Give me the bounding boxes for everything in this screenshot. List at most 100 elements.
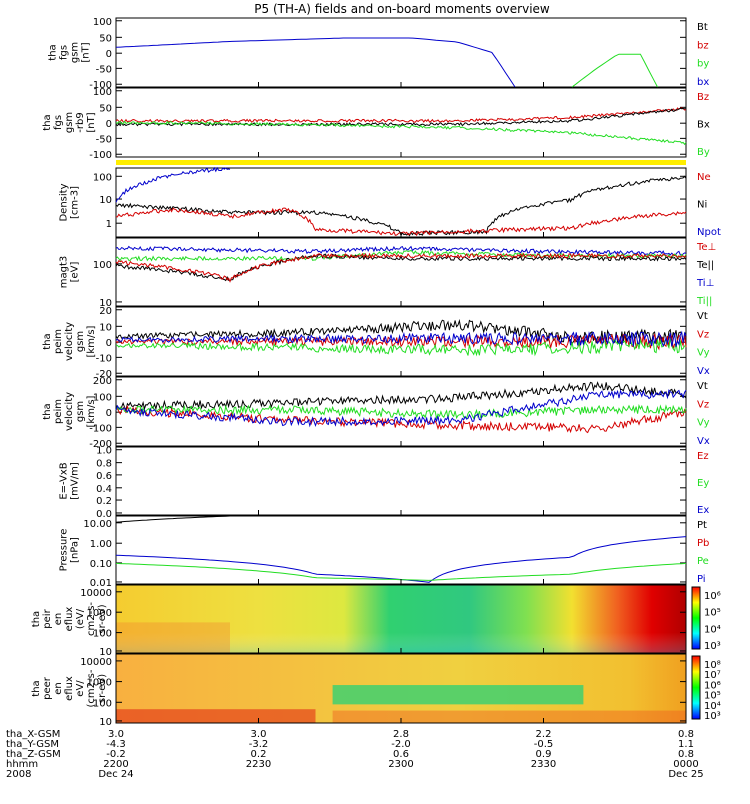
- y-axis-label: [km/s]: [86, 325, 97, 357]
- y-tick-label: 0: [106, 49, 112, 60]
- y-axis-label: eflux: [64, 607, 75, 632]
- y-tick-label: 0: [106, 408, 112, 419]
- panel-frame: [115, 446, 687, 516]
- y-tick-label: 100: [93, 172, 112, 183]
- y-tick-label: -10: [96, 353, 112, 364]
- colorbar-label: 10³: [704, 711, 721, 722]
- legend-entry: Vy: [697, 418, 710, 429]
- legend-entry: bz: [697, 40, 709, 51]
- y-tick-label: 0.8: [96, 459, 112, 470]
- y-tick-label: 100: [93, 17, 112, 28]
- y-tick-label: 10000: [80, 657, 112, 668]
- y-tick-label: 20: [99, 306, 112, 317]
- y-tick-label: 10: [99, 717, 112, 728]
- series-line-Vt: [115, 318, 687, 345]
- y-axis-label: (eV/: [75, 608, 86, 629]
- y-tick-label: -100: [89, 80, 112, 91]
- y-axis-label: tha: [48, 44, 59, 60]
- legend-entry: Ti||: [696, 296, 712, 307]
- y-axis-label: Pressure: [59, 529, 70, 572]
- ion-spectrogram-shade: [116, 585, 686, 653]
- yellow-band: [116, 160, 686, 165]
- x-axis-value: -0.5: [534, 739, 554, 750]
- y-axis-label: [nPa]: [70, 537, 81, 563]
- y-tick-label: 0.6: [96, 471, 112, 482]
- series-line-Pi: [115, 536, 687, 583]
- panel-frame: [115, 17, 687, 88]
- legend-entry: Vt: [697, 381, 708, 392]
- y-axis-label: [cm-3]: [70, 186, 81, 219]
- legend-entry: Te||: [696, 260, 714, 271]
- y-axis-label: fgs: [53, 115, 64, 130]
- legend-entry: By: [697, 147, 710, 158]
- y-tick-label: -50: [96, 64, 112, 75]
- legend-entry: Ex: [697, 505, 709, 516]
- legend-entry: Vz: [697, 399, 709, 410]
- y-tick-label: 200: [93, 376, 112, 387]
- colorbar-label: 10⁴: [704, 624, 721, 635]
- y-axis-label: [nT]: [86, 112, 97, 132]
- x-axis-value: -4.3: [106, 739, 126, 750]
- colorbar-label: 10⁵: [704, 608, 721, 619]
- legend-entry: Vz: [697, 329, 709, 340]
- y-axis-label: peer: [42, 676, 53, 700]
- colorbar-label: 10³: [704, 641, 721, 652]
- x-axis-value: Dec 25: [668, 769, 703, 780]
- y-axis-label: cm2-s-: [86, 602, 97, 636]
- legend-entry: Ti⊥: [696, 278, 714, 289]
- ion-low-energy-patch: [116, 622, 230, 653]
- x-axis-value: 2330: [531, 759, 556, 770]
- colorbar: [691, 586, 701, 650]
- series-line-Ti⊥: [115, 245, 687, 256]
- series-line-by: [571, 53, 658, 88]
- y-tick-label: 100: [93, 698, 112, 709]
- series-line-Vx: [115, 389, 687, 428]
- y-axis-label: [mV/m]: [70, 462, 81, 500]
- panel-efield: 1.0 0.80.6 0.40.2 0.0 E=-VxB [mV/m] Ez Ey Ex: [59, 446, 710, 520]
- y-axis-label: velocity: [64, 322, 75, 361]
- series-line-Te⊥: [115, 252, 687, 283]
- series-line-Bx: [115, 107, 687, 127]
- y-axis-label: Density: [59, 183, 70, 221]
- panel-density: 100 10 1 Density [cm-3] Ne Ni Npot: [59, 167, 721, 238]
- y-axis-label: gsm: [75, 331, 86, 352]
- x-axis-value: 2200: [103, 759, 128, 770]
- x-axis-value: 0000: [673, 759, 698, 770]
- series-line-Bz: [115, 107, 687, 123]
- y-tick-label: 0.4: [96, 484, 112, 495]
- colorbar-label: 10⁵: [704, 691, 721, 702]
- y-tick-label: 1: [106, 219, 112, 230]
- x-axis-value: Dec 24: [98, 769, 133, 780]
- x-axis-value: 0.2: [251, 749, 267, 760]
- panel-elec-spec: 10000 1000 100 10 tha peer en eflux eV/(cm2-s-sr…: [31, 653, 721, 728]
- panel-frame: [115, 515, 687, 585]
- y-tick-label: 100: [93, 392, 112, 403]
- y-axis-label: tha: [31, 680, 42, 696]
- y-axis-label: peim: [53, 329, 64, 354]
- y-tick-label: 0: [106, 338, 112, 349]
- y-axis-label: [nT]: [81, 42, 92, 62]
- y-tick-label: 1000: [87, 678, 112, 689]
- y-axis-label: peim: [53, 399, 64, 424]
- panel-velocity-i: 200 100 0 -100 -200 tha peim velocity gsm [km/s] V…: [42, 376, 710, 450]
- legend-entry: by: [697, 59, 709, 70]
- legend-entry: Ey: [697, 478, 709, 489]
- legend-entry: Bz: [697, 92, 709, 103]
- legend-entry: Bx: [697, 120, 710, 131]
- x-axis-value: 1.1: [678, 739, 694, 750]
- colorbar: [691, 655, 701, 720]
- y-axis-label: en: [53, 613, 64, 626]
- y-tick-label: 10: [99, 298, 112, 309]
- y-axis-label: [km/s]: [86, 395, 97, 427]
- y-axis-label: E=-VxB: [59, 462, 70, 499]
- y-tick-label: 1.00: [90, 539, 112, 550]
- series-line-Npot: [115, 166, 231, 203]
- y-tick-label: 10: [99, 322, 112, 333]
- electron-green-band: [332, 685, 584, 705]
- y-axis-label: sr-eV): [97, 604, 108, 633]
- legend-entry: Ni: [697, 200, 707, 211]
- legend-entry: Bt: [697, 22, 708, 33]
